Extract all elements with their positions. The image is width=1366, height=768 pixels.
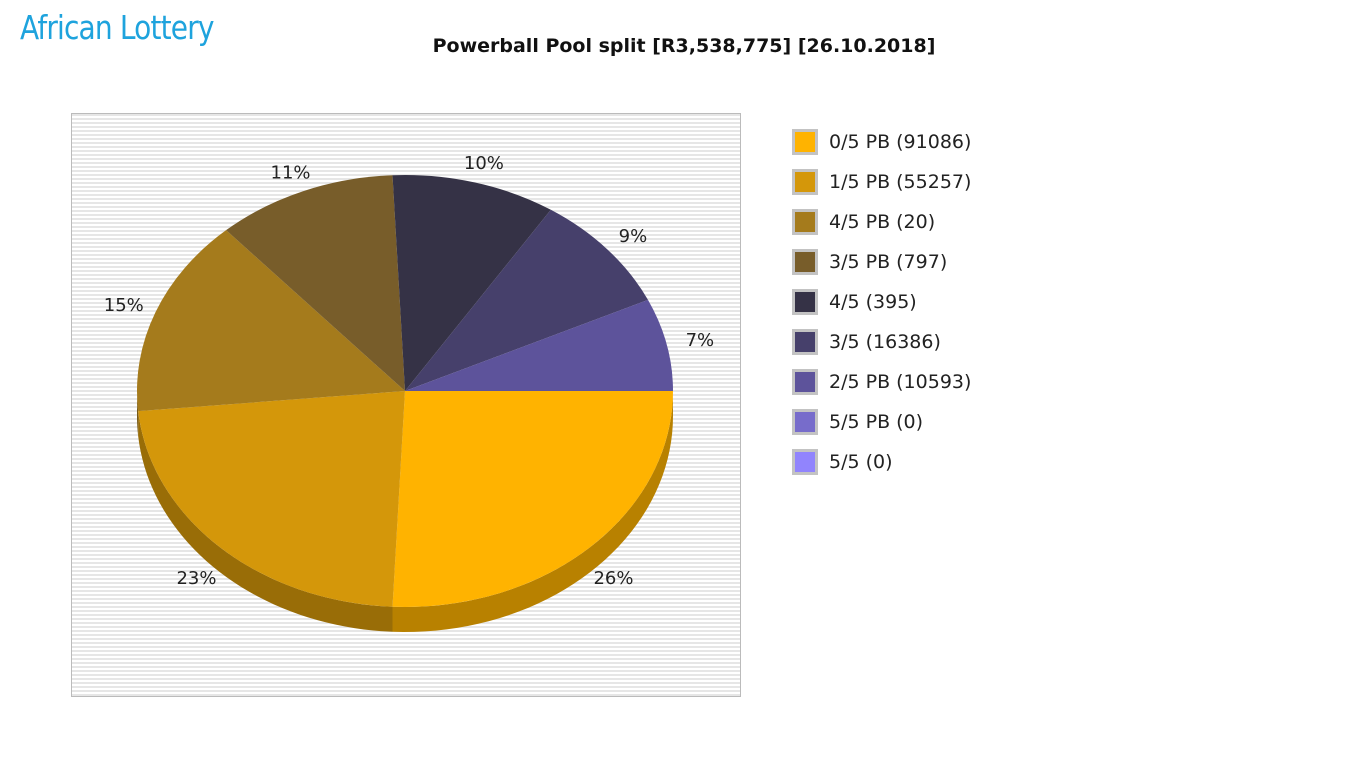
slice-label: 7%: [686, 330, 715, 351]
pie-slice: [405, 209, 648, 391]
legend-item: 2/5 PB (10593): [792, 362, 971, 402]
legend-swatch: [792, 169, 818, 195]
slice-label: 23%: [176, 568, 216, 589]
legend-swatch: [792, 369, 818, 395]
legend-item: 5/5 (0): [792, 442, 971, 482]
legend-label: 5/5 PB (0): [829, 411, 924, 433]
legend-swatch: [792, 289, 818, 315]
legend-label: 2/5 PB (10593): [829, 371, 972, 393]
pie-slice: [392, 391, 673, 607]
legend-swatch: [792, 129, 818, 155]
legend-swatch: [792, 209, 818, 235]
legend-swatch: [792, 449, 818, 475]
slice-label: 15%: [104, 295, 144, 316]
legend-item: 1/5 PB (55257): [792, 162, 971, 202]
slice-label: 9%: [619, 226, 648, 247]
pie-slice-side: [138, 411, 393, 632]
pie-slice-side: [392, 391, 673, 632]
legend-item: 3/5 PB (797): [792, 242, 971, 282]
legend: 0/5 PB (91086) 1/5 PB (55257) 4/5 PB (20) 3…: [792, 122, 971, 482]
slice-label: 11%: [271, 163, 311, 184]
legend-swatch: [792, 409, 818, 435]
pie-slice: [392, 175, 551, 391]
legend-label: 5/5 (0): [829, 451, 893, 473]
legend-label: 1/5 PB (55257): [829, 171, 972, 193]
pie-slice: [137, 230, 405, 412]
legend-label: 4/5 PB (20): [829, 211, 936, 233]
legend-item: 5/5 PB (0): [792, 402, 971, 442]
legend-item: 0/5 PB (91086): [792, 122, 971, 162]
legend-label: 0/5 PB (91086): [829, 131, 972, 153]
slice-label: 10%: [464, 153, 504, 174]
legend-item: 4/5 PB (20): [792, 202, 971, 242]
legend-label: 4/5 (395): [829, 291, 917, 313]
legend-swatch: [792, 329, 818, 355]
legend-item: 4/5 (395): [792, 282, 971, 322]
pie-slice: [226, 175, 405, 391]
legend-swatch: [792, 249, 818, 275]
legend-item: 3/5 (16386): [792, 322, 971, 362]
pie-slice-side: [137, 391, 139, 437]
pie-slice: [405, 299, 673, 391]
chart-title: Powerball Pool split [R3,538,775] [26.10…: [432, 35, 936, 57]
pie-slice: [138, 391, 406, 607]
slice-label: 26%: [593, 568, 633, 589]
legend-label: 3/5 (16386): [829, 331, 941, 353]
legend-label: 3/5 PB (797): [829, 251, 948, 273]
african-lottery-logo: African Lottery: [20, 8, 214, 47]
